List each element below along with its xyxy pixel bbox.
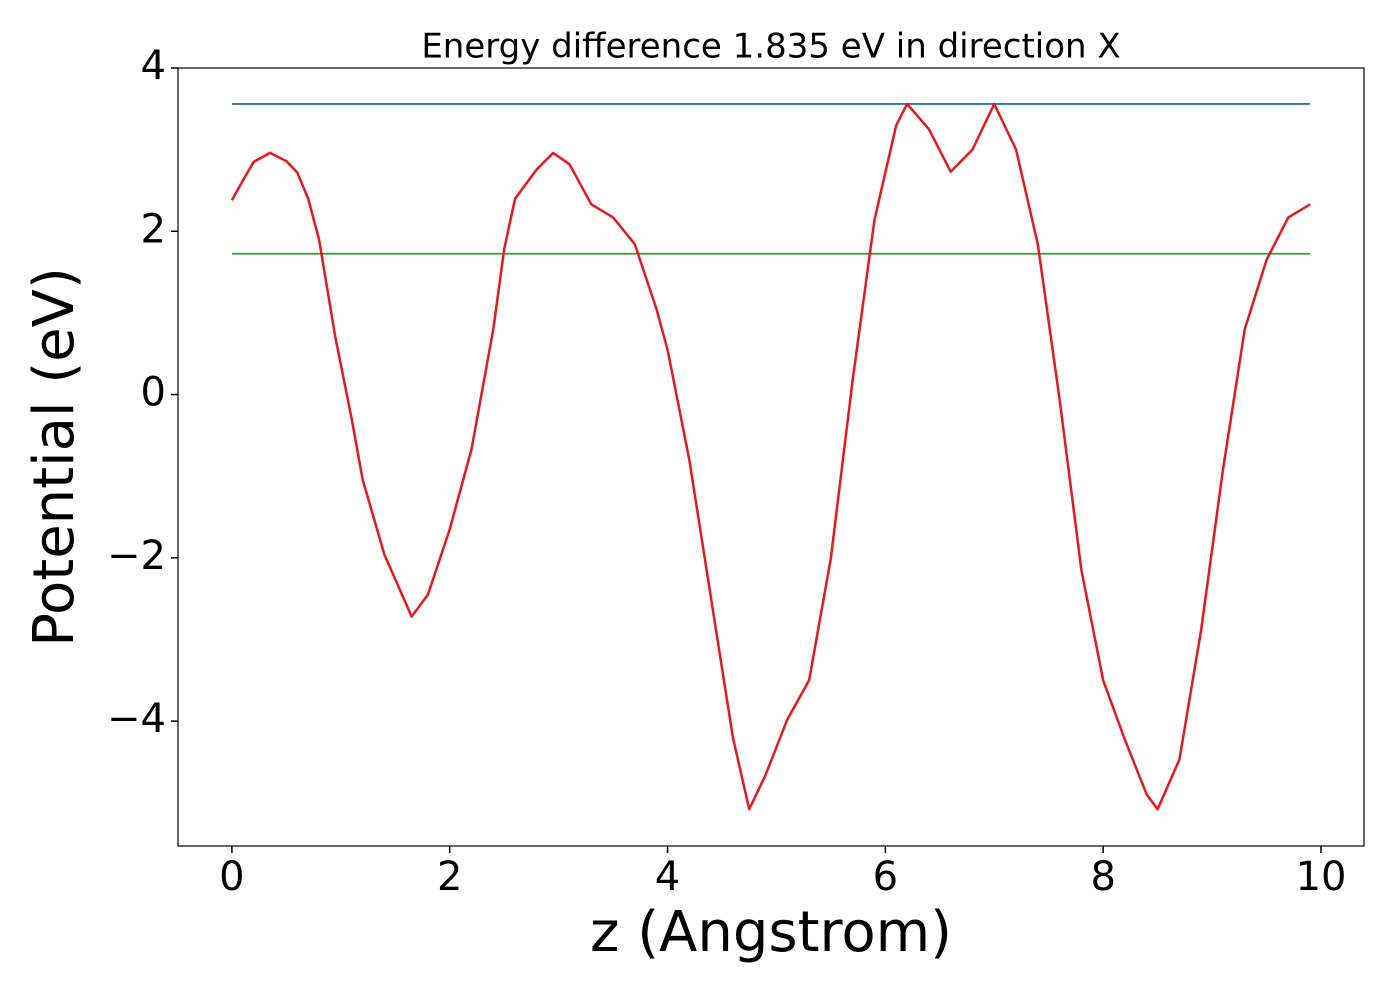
y-tick-label: −4 bbox=[107, 696, 166, 742]
plot-frame bbox=[177, 67, 1365, 847]
line-series bbox=[230, 102, 1311, 811]
x-tick-label: 4 bbox=[655, 854, 680, 900]
y-tick-label: 0 bbox=[141, 370, 166, 416]
x-axis-label: z (Angstrom) bbox=[590, 900, 952, 965]
x-tick-label: 6 bbox=[873, 854, 898, 900]
y-tick-label: 4 bbox=[141, 43, 166, 89]
x-tick-label: 0 bbox=[219, 854, 244, 900]
x-tick-label: 2 bbox=[437, 854, 462, 900]
x-tick-label: 10 bbox=[1296, 854, 1347, 900]
x-tick-label: 8 bbox=[1090, 854, 1115, 900]
chart-title: Energy difference 1.835 eV in direction … bbox=[421, 27, 1120, 67]
y-axis-label: Potential (eV) bbox=[22, 267, 87, 647]
y-tick-label: −2 bbox=[107, 533, 166, 579]
y-tick-label: 2 bbox=[141, 206, 166, 252]
